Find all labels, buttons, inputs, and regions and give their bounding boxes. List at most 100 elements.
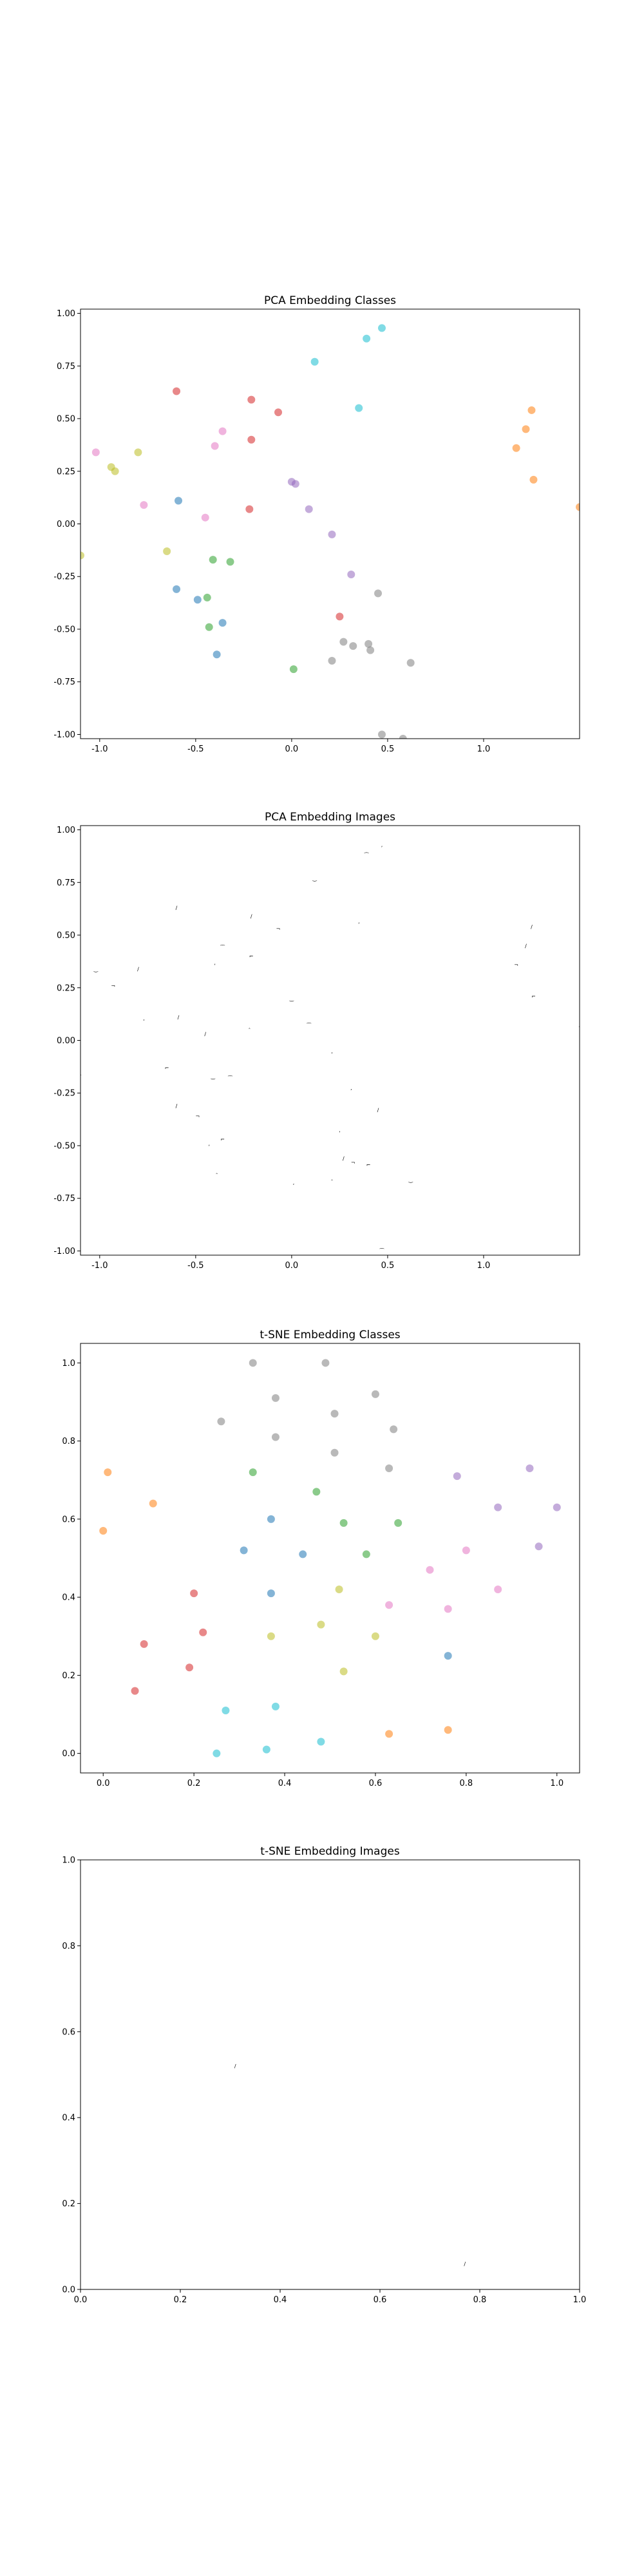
scatter-point [453,1472,461,1481]
image-thumbnail-point: ⁀ [227,1075,232,1081]
scatter-point [245,505,254,513]
y-tick-label: 1.00 [57,826,75,835]
image-thumbnail-point: ’ [339,1130,341,1136]
x-tick-label: 0.6 [369,1779,383,1788]
scatter-point [267,1515,275,1523]
scatter-point [385,1730,393,1738]
scatter-point [218,427,227,435]
image-thumbnail-point: ⌐ [531,994,536,999]
chart-3: t-SNE Embedding Classes 0.0 0.2 0.4 0.6 0.8 1.… [62,1329,580,1788]
image-thumbnail-point: ¬ [351,1160,355,1166]
image-thumbnail-point: / [531,924,533,930]
scatter-point [140,501,148,509]
y-tick-label: 0.4 [62,1593,75,1603]
x-tick-label: 0.2 [187,1779,201,1788]
y-tick-label: -0.75 [53,1194,75,1204]
scatter-point [213,1749,221,1757]
scatter-point [365,639,373,648]
y-tick-label: 0.25 [57,467,75,477]
chart-2: PCA Embedding Images / ∕ ¬ ⌐ ‸ ‿ ⁀, ’ / ∕ ¬ ⌐ ‸ ‿ ⁀, ’ / ∕… [53,811,580,1271]
chart-title: PCA Embedding Images [265,811,395,824]
scatter-point [330,1410,339,1418]
chart-title: t-SNE Embedding Classes [260,1329,400,1341]
scatter-point [394,1519,402,1527]
scatter-point [362,1550,370,1558]
image-thumbnail-point: ∕ [137,966,139,972]
image-thumbnail-point: ’ [358,922,360,928]
scatter-point [131,1687,139,1695]
scatter-point [289,665,298,674]
image-thumbnail-point: ¬ [514,962,518,968]
scatter-point [444,1652,452,1660]
y-tick-label: -1.00 [53,730,75,740]
y-tick-label: 1.00 [57,309,75,319]
points-group [80,324,580,739]
scatter-point [462,1546,470,1555]
chart-4: t-SNE Embedding Images/∕0.0 0.2 0.4 0.6 0.8 1… [62,1845,586,2305]
scatter-point [149,1499,157,1508]
image-thumbnail-point: ⌐ [165,1065,169,1071]
y-tick-label: -0.25 [53,1089,75,1099]
image-thumbnail-point: ¬ [195,1113,200,1119]
image-thumbnail-point: ⌐ [220,1137,225,1142]
image-thumbnail-point: , [331,1048,333,1054]
scatter-point [522,425,530,433]
image-thumbnail-point: ∕ [464,2261,466,2267]
scatter-point [185,1663,194,1672]
image-thumbnail-point: / [234,2063,236,2069]
scatter-point [347,570,355,578]
x-tick-label: -0.5 [187,1261,204,1271]
scatter-point [444,1726,452,1734]
scatter-point [576,503,580,511]
scatter-point [535,1542,543,1551]
scatter-point [371,1632,379,1640]
scatter-point [426,1566,434,1574]
scatter-point [134,448,142,457]
y-tick-label: 0.2 [62,1671,75,1681]
x-tick-label: 0.0 [74,2295,88,2305]
scatter-point [199,1628,207,1636]
y-tick-label: 0.8 [62,1437,75,1446]
scatter-point [173,585,181,593]
y-tick-label: -0.75 [53,677,75,687]
y-tick-label: -1.00 [53,1247,75,1256]
scatter-point [111,467,119,475]
image-thumbnail-point: ‸ [216,1168,218,1174]
x-tick-label: -1.0 [91,744,108,754]
scatter-point [247,435,256,444]
y-tick-label: -0.50 [53,1141,75,1151]
x-tick-label: 1.0 [477,1261,491,1271]
y-tick-label: 0.00 [57,1036,75,1046]
x-tick-label: 0.6 [374,2295,387,2305]
points-group: /∕ [234,2063,466,2267]
scatter-point [310,357,319,366]
scatter-point [339,1667,348,1676]
scatter-point [355,404,363,412]
image-thumbnail-point: ⁀ [379,1247,384,1254]
scatter-point [399,735,407,739]
scatter-point [336,612,344,621]
scatter-point [299,1550,307,1558]
image-thumbnail-point: / [178,1015,180,1021]
image-thumbnail-point: / [377,1107,379,1113]
y-tick-label: 0.00 [57,520,75,529]
scatter-point [330,1448,339,1457]
x-tick-label: 0.0 [285,1261,299,1271]
y-tick-label: 0.75 [57,362,75,372]
scatter-point [374,589,383,598]
scatter-point [163,547,171,556]
image-thumbnail-point: ‿ [289,996,294,1001]
y-tick-label: 0.2 [62,2199,75,2209]
scatter-point [494,1503,502,1511]
y-tick-label: 0.0 [62,2286,75,2295]
y-tick-label: 1.0 [62,1359,75,1368]
scatter-point [209,556,217,564]
scatter-point [226,558,234,566]
scatter-point [249,1468,257,1477]
image-thumbnail-point: ‿ [408,1177,413,1182]
image-thumbnail-point: ‸ [249,1023,251,1029]
points-group: / ∕ ¬ ⌐ ‸ ‿ ⁀, ’ / ∕ ¬ ⌐ ‸ ‿ ⁀, ’ / ∕ ¬ ⌐ ‸ ‿ ⁀, ’ / ∕ ¬ ⌐ ‸ ‿ ⁀, ’ / ∕ ¬ ⌐… [80,842,580,1255]
scatter-point [317,1738,325,1746]
scatter-point [249,1359,257,1367]
scatter-point [217,1417,225,1426]
